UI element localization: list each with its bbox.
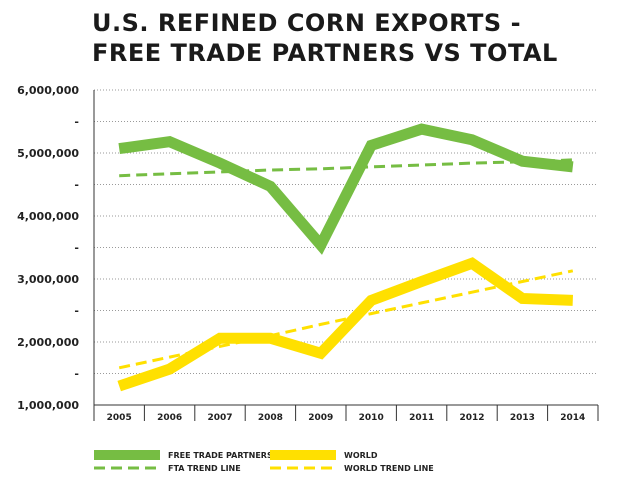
axes (93, 90, 599, 421)
y-tick-label: 5,000,000 (17, 147, 79, 160)
x-tick-label: 2008 (258, 413, 283, 423)
x-tick-label: 2013 (510, 413, 535, 423)
x-tick-label: 2009 (308, 413, 333, 423)
series-lines (117, 123, 574, 392)
x-tick-label: 2006 (157, 413, 182, 423)
series-line-fta-trend-line (119, 158, 573, 178)
y-tick-label: - (74, 242, 79, 255)
legend-swatch-free-trade-partners (94, 450, 160, 460)
legend-label-fta-trend-line: FTA TREND LINE (168, 464, 241, 473)
series-line-free-trade-partners (118, 123, 574, 255)
x-tick-label: 2014 (560, 413, 585, 423)
y-tick-label: - (74, 179, 79, 192)
y-tick-label: - (74, 116, 79, 129)
legend-label-world: WORLD (344, 451, 378, 460)
y-tick-label: 3,000,000 (17, 273, 79, 286)
legend: FREE TRADE PARTNERS WORLD FTA TREND LINE WO… (94, 450, 434, 473)
series-line-world (117, 257, 574, 392)
y-tick-label: 4,000,000 (17, 210, 79, 223)
legend-label-free-trade-partners: FREE TRADE PARTNERS (168, 451, 273, 460)
x-tick-label: 2010 (359, 413, 384, 423)
chart-title: U.S. REFINED CORN EXPORTS - FREE TRADE P… (92, 9, 558, 67)
legend-swatch-world (270, 450, 336, 460)
y-axis-ticks: 6,000,000 - 5,000,000 - 4,000,000 - 3,000,000 -… (17, 84, 79, 412)
y-tick-label: 1,000,000 (17, 399, 79, 412)
x-axis-ticks: 2005 2006 2007 2008 2009 2010 2011 2012 2013 2014 (107, 413, 586, 423)
x-tick-label: 2007 (207, 413, 232, 423)
y-tick-label: - (74, 305, 79, 318)
y-tick-label: 6,000,000 (17, 84, 79, 97)
x-tick-label: 2005 (107, 413, 132, 423)
legend-label-world-trend-line: WORLD TREND LINE (344, 464, 434, 473)
y-tick-label: 2,000,000 (17, 336, 79, 349)
y-tick-label: - (74, 368, 79, 381)
x-tick-label: 2012 (459, 413, 484, 423)
x-tick-label: 2011 (409, 413, 434, 423)
